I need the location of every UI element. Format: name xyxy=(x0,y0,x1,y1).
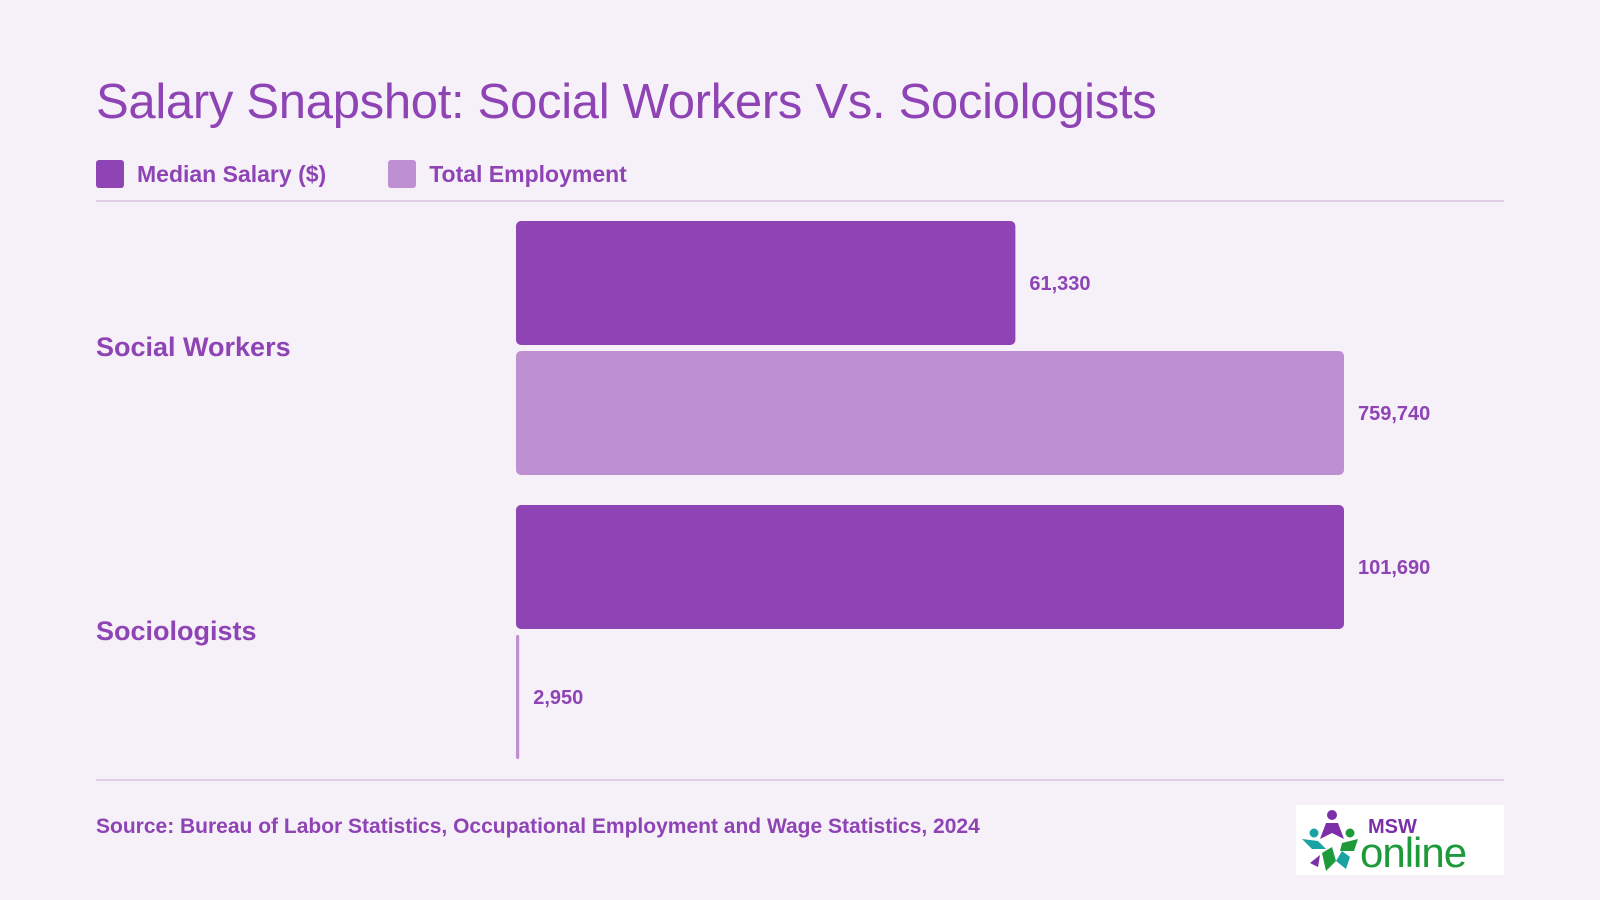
top-divider xyxy=(96,200,1504,202)
bar xyxy=(516,221,1016,345)
bottom-divider xyxy=(96,779,1504,781)
bar xyxy=(516,505,1344,629)
legend-item-median-salary: Median Salary ($) xyxy=(96,160,326,188)
chart-title: Salary Snapshot: Social Workers Vs. Soci… xyxy=(96,75,1157,129)
category-label: Social Workers xyxy=(96,332,291,362)
bar-value-label: 2,950 xyxy=(533,687,583,709)
source-note: Source: Bureau of Labor Statistics, Occu… xyxy=(96,815,980,838)
legend-label-total-employment: Total Employment xyxy=(429,160,627,187)
msw-online-logo: MSW online xyxy=(1296,805,1504,876)
bar-value-label: 101,690 xyxy=(1358,557,1430,579)
logo-msw-text: MSW xyxy=(1368,816,1417,838)
legend-item-total-employment: Total Employment xyxy=(388,160,627,188)
bar-chart: Social Workers 61,330 759,740 Sociologists 1… xyxy=(96,221,1430,759)
legend: Median Salary ($) Total Employment xyxy=(96,160,689,188)
legend-label-median-salary: Median Salary ($) xyxy=(137,160,327,187)
legend-swatch-total-employment xyxy=(388,160,417,188)
bar-value-label: 759,740 xyxy=(1358,403,1430,425)
category-label: Sociologists xyxy=(96,616,257,646)
bar-value-label: 61,330 xyxy=(1029,273,1090,295)
legend-swatch-median-salary xyxy=(96,160,124,188)
bar xyxy=(516,351,1344,475)
bar xyxy=(516,635,520,759)
logo-online-text: online xyxy=(1360,829,1466,875)
